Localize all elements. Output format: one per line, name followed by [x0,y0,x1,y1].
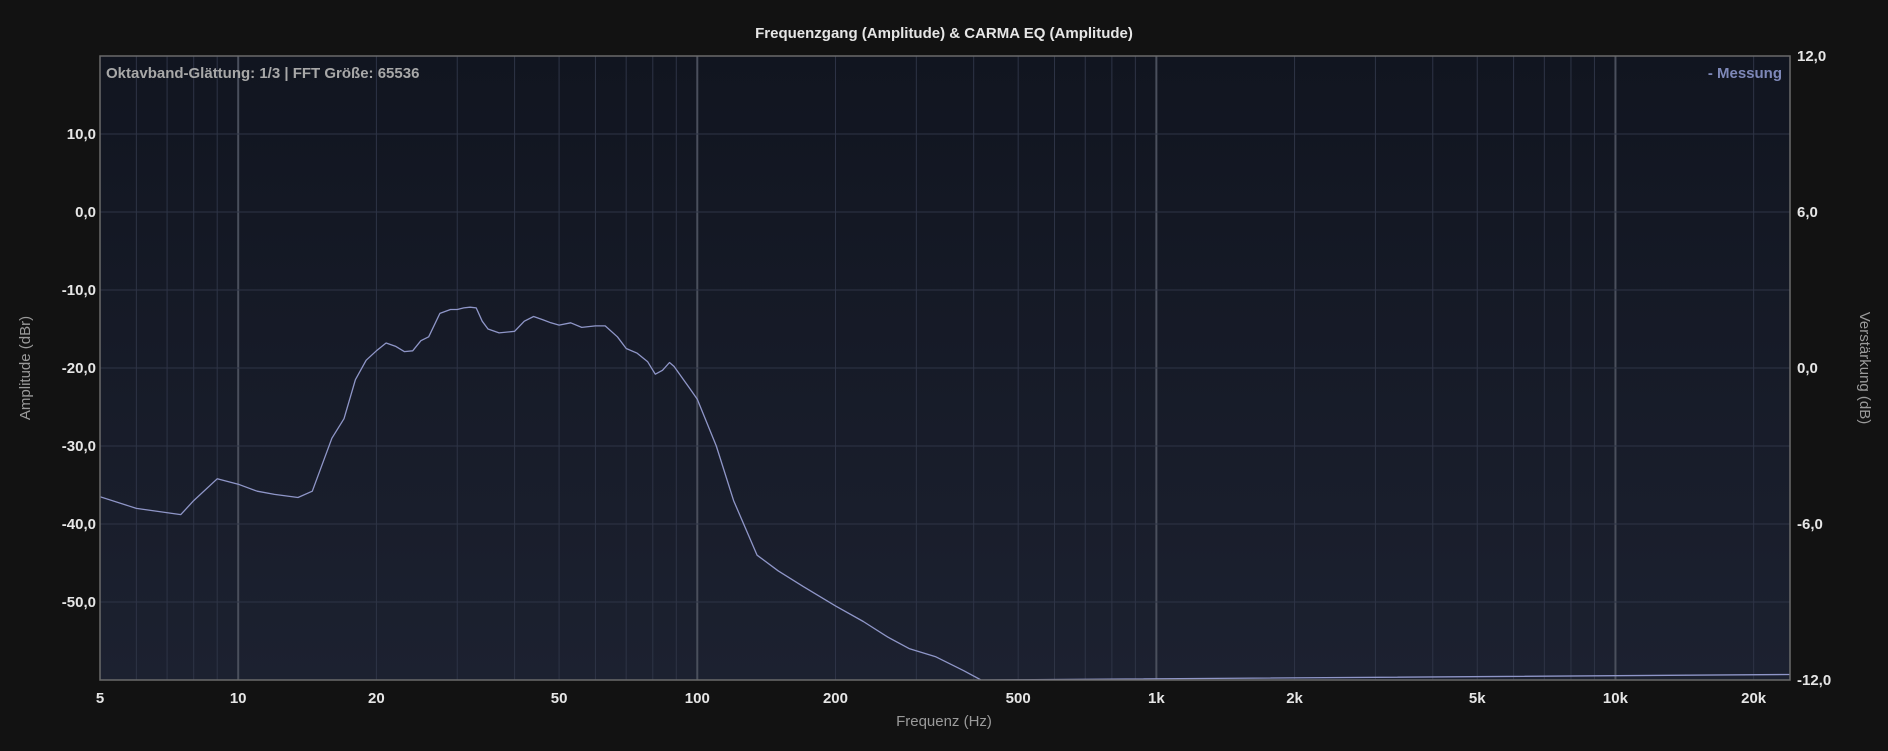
y-axis-ticks: 10,0 0,0 -10,0 -20,0 -30,0 -40,0 -50,0 [62,126,96,611]
y2-tick-label: -6,0 [1797,516,1823,533]
y2-tick-label: 12,0 [1797,48,1826,65]
y-tick-label: -50,0 [62,594,96,611]
x-tick-label: 5 [96,690,104,707]
y-tick-label: 0,0 [75,204,96,221]
y2-tick-label: 0,0 [1797,360,1818,377]
series-line-messung [100,306,1790,680]
x-tick-label: 20 [368,690,385,707]
y-tick-label: -10,0 [62,282,96,299]
y2-tick-label: -12,0 [1797,672,1831,689]
y-tick-label: 10,0 [67,126,96,143]
y2-axis-label: Verstärkung (dB) [1856,312,1873,425]
x-tick-label: 500 [1006,690,1031,707]
smoothing-info-text: Oktavband-Glättung: 1/3 | FFT Größe: 655… [106,65,419,82]
x-tick-label: 2k [1286,690,1303,707]
y-tick-label: -40,0 [62,516,96,533]
y2-axis-ticks: 12,0 6,0 0,0 -6,0 -12,0 [1797,48,1831,689]
grid-lines [100,56,1790,680]
series-layer [100,306,1790,680]
x-tick-label: 100 [685,690,710,707]
x-axis-label: Frequenz (Hz) [896,713,992,730]
y-axis-label: Amplitude (dBr) [17,316,34,420]
x-tick-label: 10k [1603,690,1629,707]
x-tick-label: 10 [230,690,247,707]
x-tick-label: 5k [1469,690,1486,707]
y-tick-label: -20,0 [62,360,96,377]
x-axis-ticks: 5 10 20 50 100 200 500 1k 2k 5k 10k 20k [96,690,1767,707]
chart-title: Frequenzgang (Amplitude) & CARMA EQ (Amp… [755,25,1133,42]
legend-entry-messung[interactable]: - Messung [1708,65,1782,82]
x-tick-label: 1k [1148,690,1165,707]
x-tick-label: 200 [823,690,848,707]
y-tick-label: -30,0 [62,438,96,455]
plot-border [99,55,1791,681]
x-tick-label: 20k [1741,690,1767,707]
y2-tick-label: 6,0 [1797,204,1818,221]
x-tick-label: 50 [551,690,568,707]
